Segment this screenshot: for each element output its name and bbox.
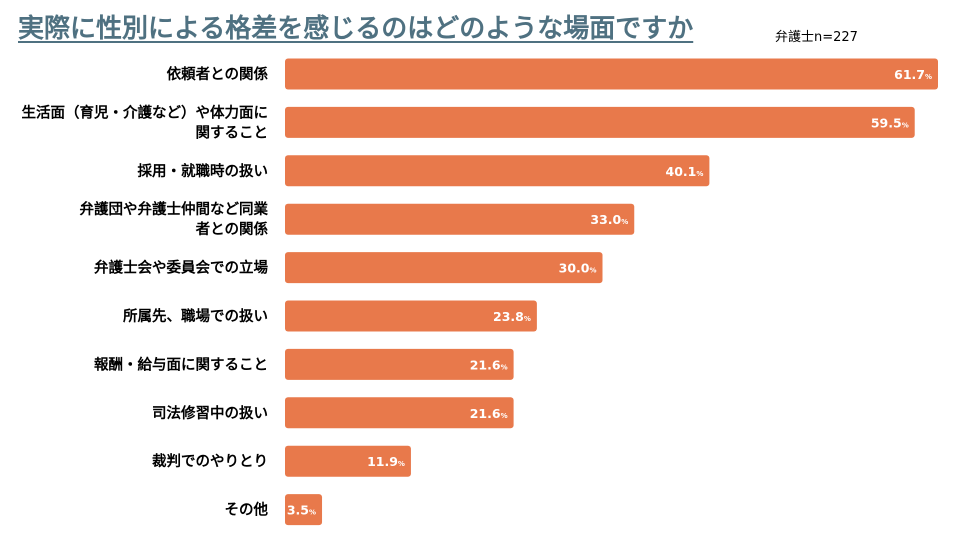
category-label-1-line-1: 関すること: [196, 124, 269, 141]
category-label-4: 弁護士会や委員会での立場: [94, 259, 268, 277]
bar-2: [285, 155, 710, 187]
chart-title: 実際に性別による格差を感じるのはどのような場面ですか: [18, 14, 694, 44]
category-label-3-line-0: 弁護団や弁護士仲間など同業: [80, 200, 269, 218]
bar-9: [285, 494, 323, 526]
bar-1: [285, 106, 915, 138]
bar-8: [285, 445, 411, 477]
value-label-4: 30.0%: [559, 261, 597, 276]
bar-7: [285, 397, 514, 429]
value-label-9: 3.5%: [287, 503, 316, 518]
bar-6: [285, 348, 514, 380]
bar-5: [285, 300, 537, 332]
value-label-1: 59.5%: [871, 115, 909, 130]
category-label-9: その他: [225, 501, 269, 519]
sample-size-label: 弁護士n=227: [775, 30, 858, 45]
bar-3: [285, 203, 635, 235]
category-label-3-line-1: 者との関係: [196, 220, 269, 238]
category-label-5: 所属先、職場での扱い: [123, 307, 268, 325]
bar-4: [285, 252, 603, 284]
category-label-8: 裁判でのやりとり: [152, 452, 268, 470]
value-label-3: 33.0%: [590, 212, 628, 227]
value-label-2: 40.1%: [666, 164, 704, 179]
value-label-6: 21.6%: [470, 357, 508, 372]
bar-0: [285, 58, 938, 90]
category-label-6: 報酬・給与面に関すること: [94, 355, 268, 373]
category-label-7: 司法修習中の扱い: [152, 404, 268, 422]
category-label-2: 採用・就職時の扱い: [138, 162, 269, 180]
value-label-0: 61.7%: [894, 67, 932, 82]
value-label-5: 23.8%: [493, 309, 531, 324]
value-label-7: 21.6%: [470, 406, 508, 421]
value-label-8: 11.9%: [367, 454, 405, 469]
category-label-1-line-0: 生活面（育児・介護など）や体力面に: [22, 103, 269, 121]
category-label-0: 依頼者との関係: [167, 65, 269, 83]
